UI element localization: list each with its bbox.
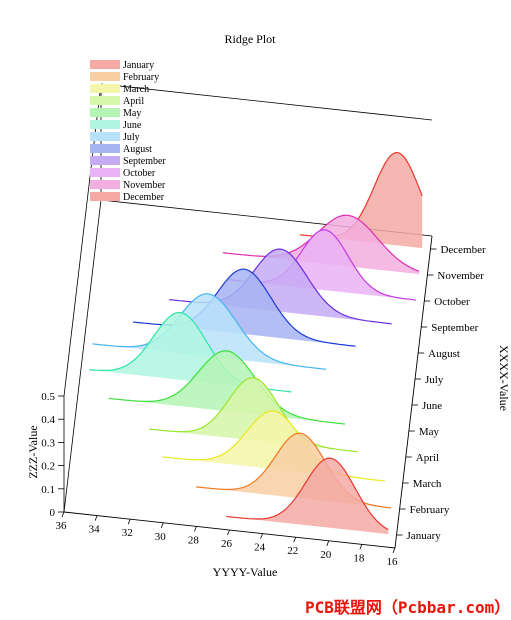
ridge-area [92,293,327,370]
depth-tick-label: April [416,452,439,464]
legend-label: September [123,156,166,167]
ridge-area [196,433,392,509]
legend-swatch [90,96,120,105]
ridge-april [149,377,358,453]
x-axis-label: YYYY-Value [213,565,278,579]
x-tick [61,511,65,518]
legend-label: July [123,132,140,143]
x-tick [160,522,164,528]
x-tick-label: 26 [221,538,233,550]
legend-swatch [90,84,120,93]
z-tick-label: 0.5 [41,391,55,403]
ridge-february [196,432,392,509]
x-tick-label: 24 [254,542,266,554]
legend-label: January [123,60,154,71]
x-tick-label: 34 [89,524,101,536]
ridge-area [108,350,345,425]
x-tick-label: 18 [353,552,365,564]
ridge-area [149,377,358,452]
legend-label: April [123,96,144,107]
legend-swatch [90,108,120,117]
x-tick [359,544,363,550]
x-tick [94,515,98,521]
ridge-area [226,458,389,535]
x-tick [293,537,297,543]
depth-tick-label: September [431,322,478,334]
z-axis-label: ZZZ-Value [26,425,40,478]
x-tick [260,533,263,539]
ridge-line [222,214,420,272]
frame-top-left-edge [63,83,102,397]
depth-tick-label: May [419,426,440,438]
legend-label: May [123,108,141,119]
legend-swatch [90,168,120,177]
ridge-line [108,350,346,425]
legend-swatch [90,192,120,201]
x-tick-label: 32 [122,527,133,539]
depth-tick-label: December [440,244,486,256]
x-tick [392,547,396,554]
legend-swatch [90,120,120,129]
legend-swatch [90,60,120,69]
ridge-line [226,457,389,531]
depth-tick-label: June [422,400,442,412]
legend-label: December [123,192,165,203]
depth-axis-line [394,235,433,549]
legend-swatch [90,132,120,141]
ridge-area [89,312,292,392]
x-tick-label: 28 [188,534,200,546]
ridge-area [162,411,385,482]
x-axis-line [63,511,396,549]
z-tick-label: 0.3 [41,437,55,449]
ridge-may [108,350,346,425]
legend: JanuaryFebruaryMarchAprilMayJuneJulyAugu… [90,60,166,203]
ridge-area [300,152,423,249]
axes-group: 36 34 32 30 28 26 24 22 20 18 16 January February Mar… [41,235,486,568]
x-tick-label: 20 [320,549,332,561]
depth-tick-label: October [434,296,470,308]
ridge-line [92,293,327,370]
x-tick-label: 36 [56,520,68,532]
chart-title: Ridge Plot [224,32,276,46]
ridge-series-group [89,151,423,535]
legend-label: February [123,72,159,83]
depth-tick-label: July [425,374,444,386]
legend-label: October [123,168,156,179]
ridge-july [92,293,327,370]
legend-label: November [123,180,166,191]
x-tick-label: 30 [155,531,167,543]
x-tick [326,540,330,546]
depth-tick-label: February [410,504,450,516]
frame-left-floor-edge [63,199,102,513]
x-tick-label: 22 [287,545,298,557]
ridge-january [226,457,389,535]
z-tick-label: 0.4 [41,414,55,426]
y-axis-label: XXXX-Value [497,345,511,411]
z-tick-label: 0.1 [41,484,55,496]
depth-tick-label: August [428,348,460,360]
legend-swatch [90,180,120,189]
z-tick-label: 0 [50,507,56,519]
x-tick-label: 16 [387,556,399,568]
frame-top-back-edge [100,83,433,121]
x-tick [127,519,131,525]
legend-swatch [90,144,120,153]
depth-tick-label: January [407,530,442,542]
watermark: PCB联盟网（Pcbbar.com） [305,598,511,617]
legend-label: March [123,84,149,95]
legend-label: June [123,120,142,131]
legend-swatch [90,156,120,165]
x-tick [227,529,230,536]
legend-swatch [90,72,120,81]
ridge-line [149,377,358,453]
x-tick [194,526,197,532]
z-tick-label: 0.2 [41,461,55,473]
depth-tick-label: November [437,270,484,282]
legend-label: August [123,144,152,155]
depth-tick-label: March [413,478,442,490]
